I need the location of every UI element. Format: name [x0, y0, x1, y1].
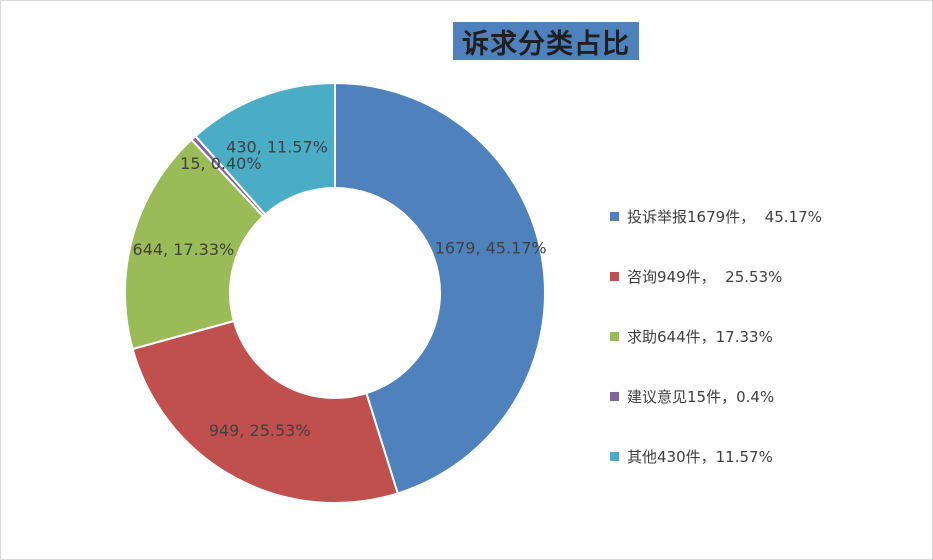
- legend-swatch: [610, 391, 619, 401]
- chart-title-box: 诉求分类占比: [453, 22, 639, 60]
- legend-label: 投诉举报1679件， 45.17%: [627, 207, 822, 226]
- legend-swatch: [610, 331, 619, 341]
- legend-item: 其他430件，11.57%: [610, 426, 910, 486]
- legend-label: 咨询949件， 25.53%: [627, 267, 783, 286]
- legend-label: 建议意见15件，0.4%: [627, 387, 775, 406]
- data-label: 949, 25.53%: [209, 421, 311, 440]
- legend: 投诉举报1679件， 45.17% 咨询949件， 25.53% 求助644件，…: [610, 186, 910, 486]
- legend-item: 咨询949件， 25.53%: [610, 246, 910, 306]
- data-label: 644, 17.33%: [133, 240, 235, 259]
- legend-item: 求助644件，17.33%: [610, 306, 910, 366]
- legend-label: 其他430件，11.57%: [627, 447, 773, 466]
- legend-label: 求助644件，17.33%: [627, 327, 773, 346]
- legend-swatch: [610, 211, 619, 221]
- chart-title: 诉求分类占比: [462, 28, 630, 60]
- data-label: 15, 0.40%: [180, 154, 261, 173]
- legend-swatch: [610, 271, 619, 281]
- donut-slice: [131, 319, 399, 504]
- donut-slice: [194, 81, 336, 216]
- data-label: 430, 11.57%: [226, 137, 328, 156]
- legend-swatch: [610, 451, 619, 461]
- donut-slice: [334, 81, 546, 495]
- legend-item: 建议意见15件，0.4%: [610, 366, 910, 426]
- donut-slice: [124, 138, 265, 351]
- data-label: 1679, 45.17%: [435, 239, 547, 258]
- legend-item: 投诉举报1679件， 45.17%: [610, 186, 910, 246]
